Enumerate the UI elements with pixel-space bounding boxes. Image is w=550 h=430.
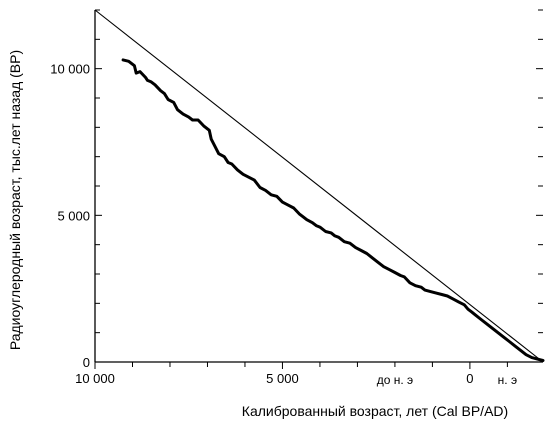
y-tick-label: 0 [83,355,90,370]
y-tick-label: 10 000 [50,62,90,77]
x-tick-label: 5 000 [266,371,299,386]
x-axis-title: Калиброванный возраст, лет (Cal BP/AD) [242,403,508,419]
one-to-one-reference-line [94,9,544,363]
calibration-curve-line [121,58,545,362]
y-tick-label: 5 000 [57,208,90,223]
axis-ticks [94,9,543,369]
y-axis-title: Радиоуглеродный возраст, тыс.лет назад (… [7,50,23,350]
x-tick-label: 10 000 [75,371,115,386]
era-label: до н. э [377,373,413,387]
series-layer [94,9,545,363]
era-label: н. э [498,373,517,387]
x-tick-label: 0 [466,371,473,386]
